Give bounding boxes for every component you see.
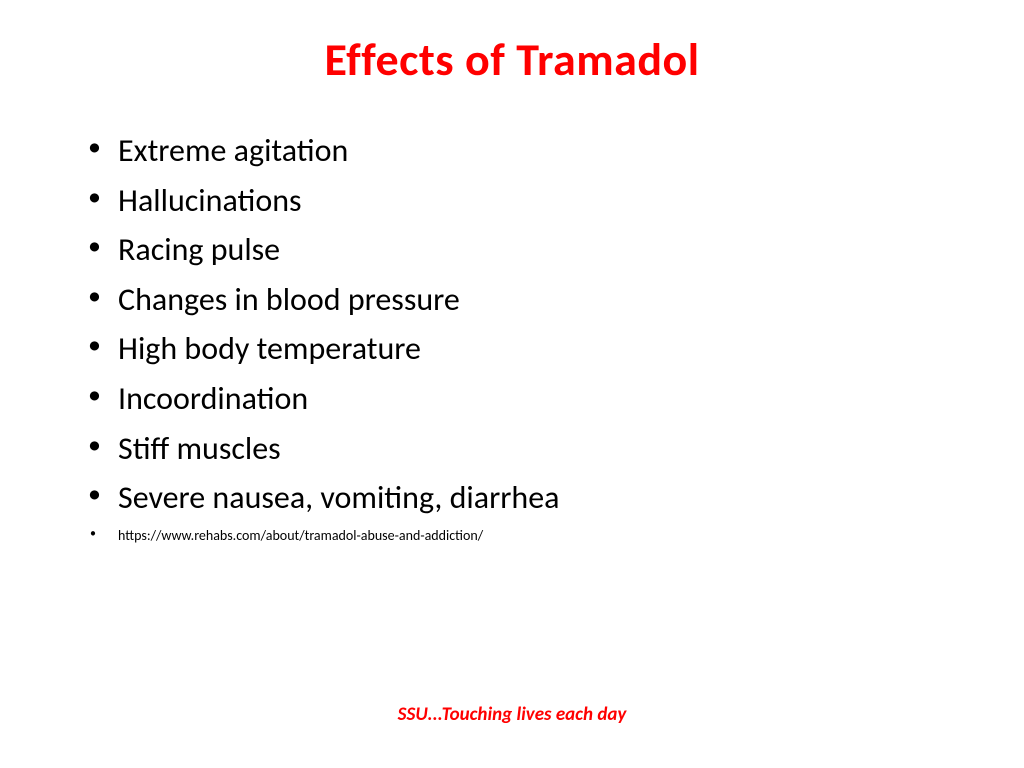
source-citation: https://www.rehabs.com/about/tramadol-ab… — [88, 525, 954, 547]
list-item: Changes in blood pressure — [88, 275, 954, 325]
list-item: Racing pulse — [88, 225, 954, 275]
slide-container: Effects of Tramadol Extreme agitation Ha… — [0, 0, 1024, 768]
list-item: Extreme agitation — [88, 126, 954, 176]
list-item: Incoordination — [88, 374, 954, 424]
list-item: Stiff muscles — [88, 424, 954, 474]
slide-footer: SSU...Touching lives each day — [0, 703, 1024, 726]
bullet-list: Extreme agitation Hallucinations Racing … — [70, 126, 954, 547]
list-item: Severe nausea, vomiting, diarrhea — [88, 473, 954, 523]
list-item: High body temperature — [88, 324, 954, 374]
slide-title: Effects of Tramadol — [70, 32, 954, 88]
list-item: Hallucinations — [88, 176, 954, 226]
